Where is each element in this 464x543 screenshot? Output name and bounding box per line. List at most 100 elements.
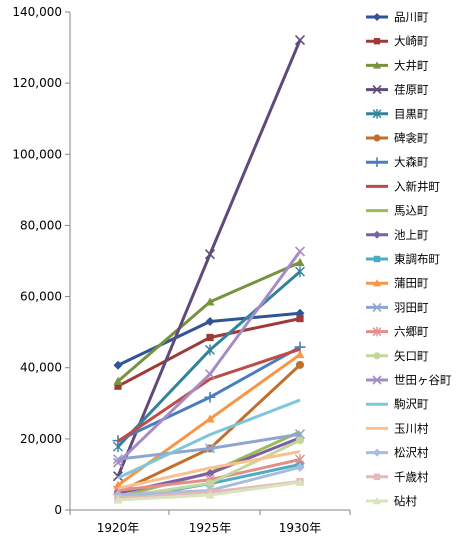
legend-entry: 目黒町 bbox=[366, 107, 429, 121]
data-point bbox=[112, 457, 124, 468]
y-tick-label: 40,000 bbox=[20, 361, 62, 375]
legend-label: 碑衾町 bbox=[394, 131, 429, 145]
data-point bbox=[205, 344, 215, 356]
legend-entry: 碑衾町 bbox=[366, 131, 429, 145]
legend-label: 池上町 bbox=[394, 228, 429, 242]
data-point bbox=[205, 479, 215, 488]
legend-entry: 品川町 bbox=[366, 10, 429, 24]
data-point bbox=[295, 266, 305, 278]
legend-label: 馬込町 bbox=[394, 204, 429, 218]
legend-label: 千歳村 bbox=[394, 470, 429, 484]
legend-entry: 池上町 bbox=[366, 228, 429, 242]
legend-label: 六郷町 bbox=[394, 325, 429, 339]
data-point bbox=[113, 495, 123, 504]
data-point bbox=[372, 302, 382, 312]
data-point bbox=[204, 443, 216, 454]
legend-label: 松沢村 bbox=[394, 446, 429, 460]
legend-entry: 砧村 bbox=[366, 494, 417, 508]
legend-entry: 六郷町 bbox=[366, 325, 429, 339]
y-tick-label: 60,000 bbox=[20, 290, 62, 304]
data-point bbox=[296, 315, 304, 323]
data-point bbox=[295, 462, 305, 472]
data-point bbox=[204, 391, 216, 403]
series-13 bbox=[112, 429, 306, 465]
y-tick-label: 120,000 bbox=[12, 76, 62, 90]
data-point bbox=[373, 497, 381, 505]
y-tick-label: 100,000 bbox=[12, 147, 62, 161]
legend-label: 大森町 bbox=[394, 155, 429, 169]
series-4 bbox=[112, 35, 306, 482]
legend-label: 羽田町 bbox=[394, 300, 429, 314]
data-point bbox=[372, 326, 382, 337]
y-tick-label: 80,000 bbox=[20, 218, 62, 232]
data-point bbox=[114, 382, 122, 390]
x-tick-label: 1925年 bbox=[189, 521, 232, 535]
legend-entry: 蒲田町 bbox=[366, 276, 429, 290]
x-tick-label: 1930年 bbox=[279, 521, 322, 535]
legend-label: 入新井町 bbox=[394, 179, 440, 193]
series-layer bbox=[112, 35, 306, 504]
legend-label: 世田ヶ谷町 bbox=[394, 373, 452, 387]
legend-entry: 東調布町 bbox=[366, 252, 440, 266]
legend-label: 矢口町 bbox=[394, 349, 429, 363]
legend-label: 蒲田町 bbox=[394, 276, 429, 290]
y-tick-label: 0 bbox=[54, 503, 62, 517]
legend: 品川町大崎町大井町荏原町目黒町碑衾町大森町入新井町馬込町池上町東調布町蒲田町羽田… bbox=[366, 10, 452, 508]
data-point bbox=[372, 157, 382, 167]
data-point bbox=[205, 468, 215, 478]
data-point bbox=[373, 279, 381, 287]
data-point bbox=[372, 85, 382, 95]
legend-entry: 松沢村 bbox=[366, 446, 429, 460]
legend-entry: 千歳村 bbox=[366, 470, 429, 484]
data-point bbox=[373, 448, 381, 457]
legend-entry: 世田ヶ谷町 bbox=[366, 373, 452, 387]
data-point bbox=[373, 61, 381, 69]
data-point bbox=[204, 369, 216, 380]
data-point bbox=[372, 375, 382, 385]
series-2 bbox=[114, 315, 304, 390]
x-tick-label: 1920年 bbox=[97, 521, 140, 535]
series-8 bbox=[117, 347, 301, 443]
data-point bbox=[205, 316, 215, 326]
series-18 bbox=[117, 450, 301, 490]
data-point bbox=[372, 109, 382, 119]
legend-label: 東調布町 bbox=[394, 252, 440, 266]
legend-label: 大井町 bbox=[394, 58, 429, 72]
legend-label: 荏原町 bbox=[394, 83, 429, 97]
data-point bbox=[373, 352, 381, 360]
data-point bbox=[113, 376, 123, 385]
y-tick-label: 140,000 bbox=[12, 5, 62, 19]
x-axis: 1920年 1925年 1930年 bbox=[69, 509, 351, 535]
data-point bbox=[373, 230, 381, 239]
data-point bbox=[295, 436, 305, 445]
series-3 bbox=[113, 257, 305, 385]
y-axis: 0 20,000 40,000 60,000 80,000 100,000 120,000 1… bbox=[12, 5, 71, 517]
data-point bbox=[206, 333, 214, 342]
data-point bbox=[205, 414, 215, 423]
series-line bbox=[117, 345, 301, 442]
legend-entry: 大森町 bbox=[366, 155, 429, 169]
data-point bbox=[295, 257, 305, 267]
legend-entry: 駒沢町 bbox=[366, 397, 429, 411]
legend-entry: 大崎町 bbox=[366, 34, 429, 48]
data-point bbox=[373, 255, 381, 263]
series-line bbox=[117, 398, 301, 480]
data-point bbox=[295, 477, 305, 486]
series-5 bbox=[113, 266, 305, 453]
data-point bbox=[112, 471, 124, 482]
legend-label: 砧村 bbox=[394, 494, 417, 508]
y-tick-label: 20,000 bbox=[20, 432, 62, 446]
data-point bbox=[205, 297, 215, 306]
data-point bbox=[294, 35, 306, 46]
data-point bbox=[373, 134, 381, 142]
legend-entry: 荏原町 bbox=[366, 83, 429, 97]
series-line bbox=[117, 450, 301, 490]
legend-label: 駒沢町 bbox=[394, 397, 429, 411]
legend-entry: 大井町 bbox=[366, 58, 429, 72]
legend-label: 品川町 bbox=[394, 10, 429, 24]
legend-entry: 羽田町 bbox=[366, 300, 429, 314]
legend-label: 大崎町 bbox=[394, 34, 429, 48]
legend-entry: 矢口町 bbox=[366, 349, 429, 363]
data-point bbox=[294, 429, 306, 440]
data-point bbox=[373, 38, 381, 45]
